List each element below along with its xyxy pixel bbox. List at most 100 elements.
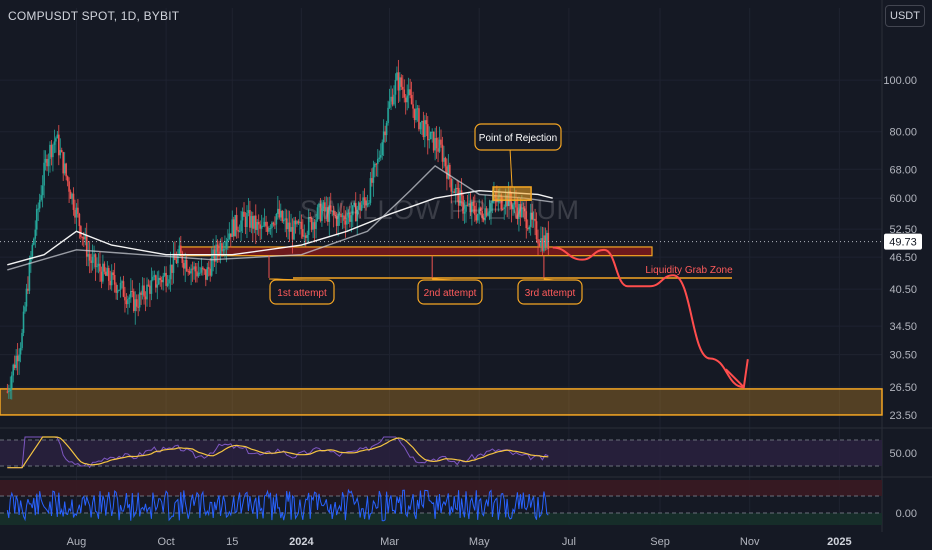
candle-body: [406, 95, 408, 103]
candle-body: [296, 221, 298, 225]
candle-body: [543, 235, 545, 251]
candle-body: [293, 220, 295, 240]
oscillator-line: [6, 488, 549, 522]
candle-body: [299, 221, 301, 224]
candle-body: [180, 245, 182, 253]
candle-body: [60, 150, 63, 153]
candle-body: [10, 375, 13, 389]
rsi-tick-label: 50.00: [889, 448, 917, 460]
candle-body: [418, 108, 420, 130]
candle-body: [319, 203, 322, 221]
candle-body: [337, 213, 339, 226]
candle-body: [315, 219, 317, 229]
candle-body: [257, 222, 260, 225]
candle-body: [272, 222, 275, 225]
candle-body: [354, 202, 357, 222]
candle-body: [457, 188, 460, 206]
candle-body: [444, 157, 447, 167]
candle-body: [52, 144, 54, 158]
candle-body: [279, 210, 282, 218]
candle-body: [516, 207, 519, 219]
candle-body: [469, 203, 472, 213]
candle-body: [215, 244, 217, 262]
candle-body: [231, 219, 234, 237]
candle-body: [484, 208, 486, 221]
attempt-label: 3rd attempt: [525, 288, 576, 299]
candle-body: [481, 210, 483, 219]
candle-body: [541, 238, 544, 251]
candle-body: [547, 232, 550, 249]
candle-body: [353, 202, 356, 206]
candle-body: [434, 138, 436, 151]
candle-body: [13, 364, 16, 368]
candle-body: [122, 281, 125, 297]
candle-body: [102, 263, 104, 282]
currency-button[interactable]: USDT: [885, 5, 925, 27]
candle-body: [124, 296, 126, 301]
rsi-band: [0, 440, 882, 466]
time-tick-label: Jul: [562, 536, 576, 548]
candle-body: [106, 268, 109, 276]
candle-body: [325, 207, 328, 212]
candle-body: [38, 199, 41, 209]
candle-body: [193, 266, 195, 270]
candle-body: [177, 254, 179, 264]
candle-body: [213, 249, 216, 262]
candle-body: [440, 139, 442, 145]
candle-body: [449, 164, 451, 179]
candle-body: [328, 205, 331, 222]
candle-body: [93, 254, 95, 257]
candle-body: [94, 254, 97, 268]
candle-body: [271, 222, 273, 228]
candle-body: [302, 229, 304, 237]
candle-body: [191, 268, 194, 270]
candle-body: [203, 269, 206, 271]
candle-body: [232, 219, 235, 237]
candle-body: [357, 202, 360, 210]
candle-body: [349, 212, 351, 222]
candle-body: [518, 203, 520, 219]
candle-body: [163, 272, 166, 276]
candle-body: [456, 187, 458, 189]
candle-body: [153, 275, 156, 277]
time-tick-label: May: [469, 536, 490, 548]
rsi-line: [7, 436, 549, 469]
candle-body: [515, 199, 517, 208]
price-tick-label: 80.00: [889, 127, 917, 139]
candle-body: [523, 208, 526, 212]
candle-body: [134, 299, 137, 311]
support-zone: [179, 246, 653, 257]
candle-body: [166, 283, 169, 286]
candle-body: [537, 239, 539, 244]
candle-body: [503, 207, 506, 209]
candle-body: [69, 191, 72, 199]
liquidity-label: Liquidity Grab Zone: [645, 265, 733, 276]
candle-body: [65, 163, 67, 177]
candle-body: [510, 201, 513, 210]
candle-body: [529, 212, 532, 227]
candle-body: [97, 263, 100, 267]
candle-body: [474, 205, 476, 215]
candle-body: [368, 202, 370, 204]
candle-body: [532, 218, 535, 220]
time-tick-label: 2025: [827, 536, 851, 548]
candle-body: [485, 208, 488, 216]
candle-body: [335, 216, 338, 226]
candle-body: [334, 215, 336, 217]
candle-body: [88, 254, 91, 261]
symbol-title: COMPUSDT SPOT, 1D, BYBIT: [8, 9, 180, 23]
candle-body: [109, 280, 112, 286]
candle-body: [227, 239, 229, 242]
candle-body: [72, 193, 75, 210]
candle-body: [119, 282, 122, 290]
candle-body: [150, 280, 153, 294]
candle-body: [30, 256, 32, 263]
osc-lower-band: [0, 513, 882, 525]
candle-body: [132, 291, 135, 311]
osc-tick-label: 0.00: [896, 508, 917, 520]
candle-body: [397, 72, 400, 91]
candle-body: [288, 222, 291, 232]
candle-body: [110, 272, 113, 286]
candle-body: [338, 213, 341, 215]
